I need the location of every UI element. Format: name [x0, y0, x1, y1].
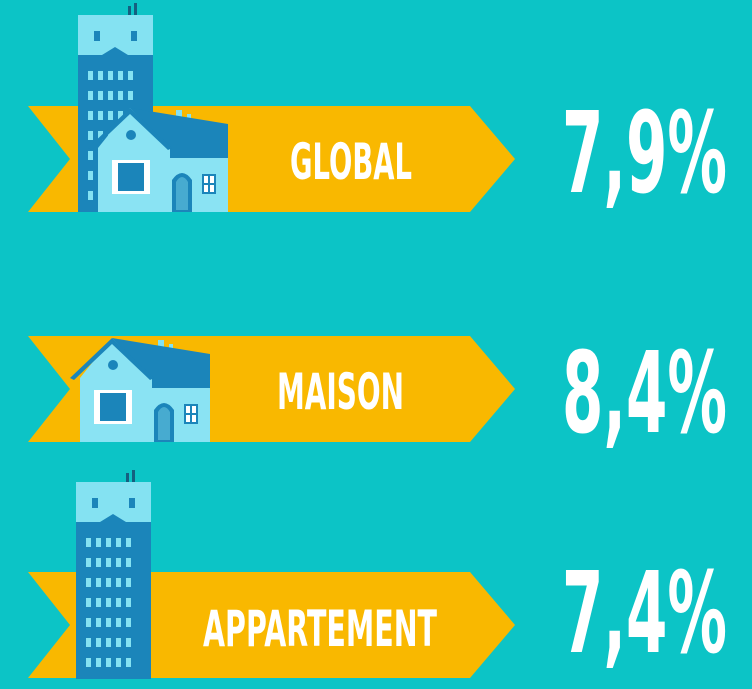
item-label: APPARTEMENT: [203, 600, 437, 658]
tower-icon: [76, 470, 151, 679]
item-value: 8,4%: [562, 329, 727, 459]
item-label: GLOBAL: [290, 133, 412, 191]
item-value: 7,9%: [562, 89, 727, 219]
item-value: 7,4%: [562, 549, 727, 679]
item-label: MAISON: [277, 363, 404, 421]
